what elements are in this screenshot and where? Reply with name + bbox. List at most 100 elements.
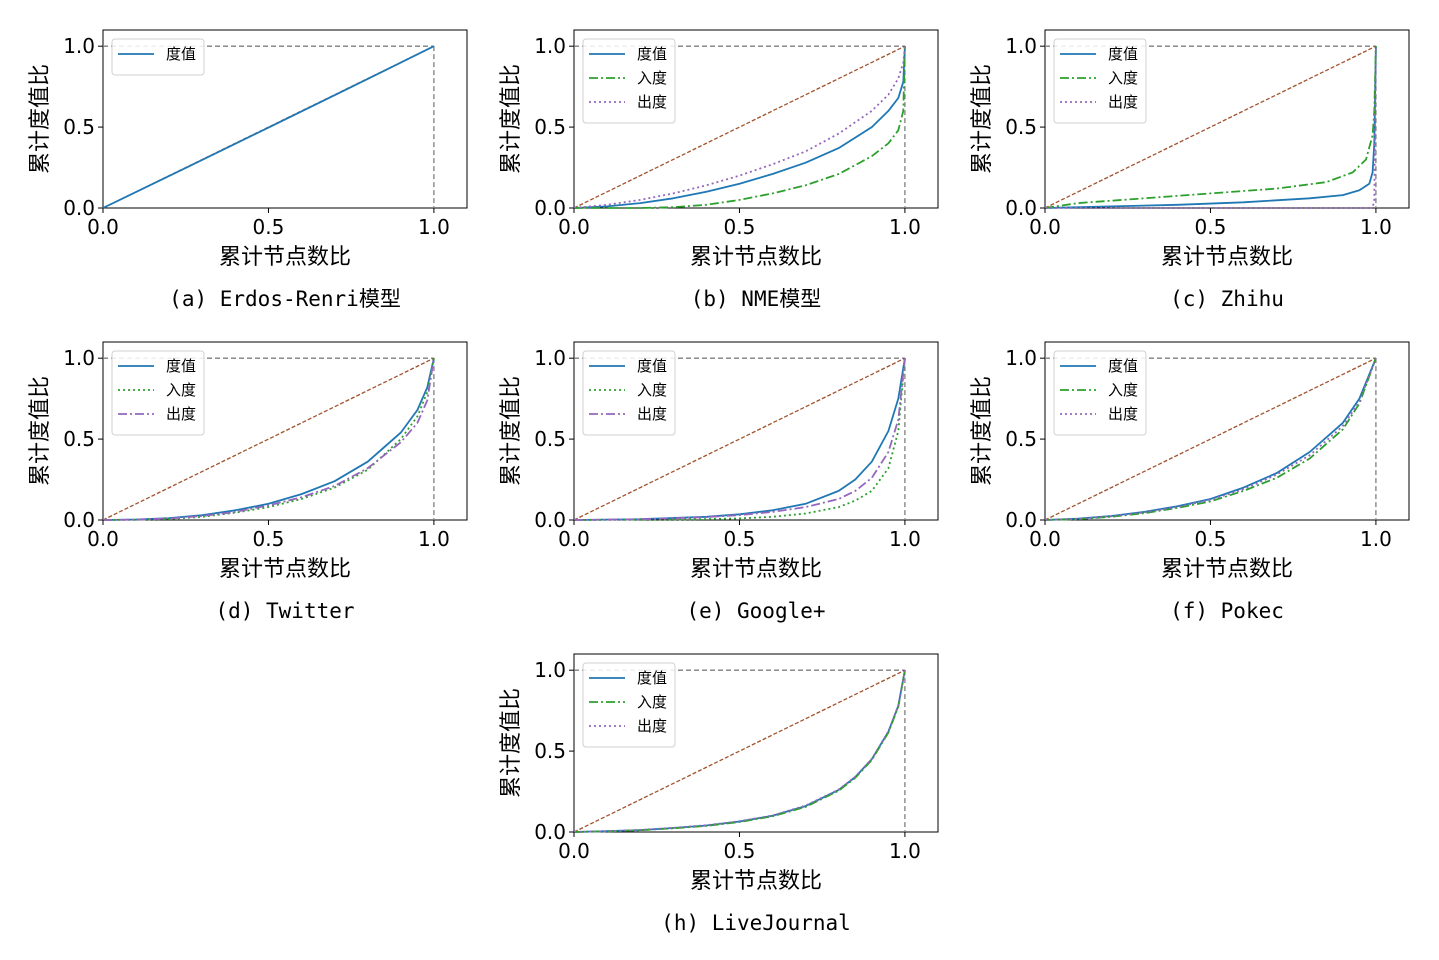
series-line-2 [573,46,906,209]
x-axis-label: 累计节点数比 [690,869,822,894]
subplot-3: 0.0 0.5 1.0 0.0 0.5 1.0 累计节点数比 累计度值比 (d) Twitter… [28,341,468,623]
x-tick-label: 0.5 [253,215,285,239]
series-line-0 [1044,46,1377,209]
series-line-2 [573,358,906,521]
subplot-1: 0.0 0.5 1.0 0.0 0.5 1.0 累计节点数比 累计度值比 (b) NME模型 度值… [499,29,939,311]
subplot-caption: (a) Erdos-Renri模型 [169,287,401,311]
x-tick-label: 1.0 [889,527,921,551]
y-tick-label: 0.5 [534,427,566,451]
y-tick-label: 0.0 [534,508,566,532]
legend-label: 度值 [166,357,196,375]
subplot-caption: (f) Pokec [1170,599,1284,623]
x-tick-label: 0.5 [724,839,756,863]
subplot-2: 0.0 0.5 1.0 0.0 0.5 1.0 累计节点数比 累计度值比 (c) Zhihu 度值… [970,29,1410,311]
x-tick-label: 0.0 [558,527,590,551]
series-line-1 [1044,46,1377,209]
x-tick-label: 1.0 [418,215,450,239]
x-tick-label: 0.0 [1029,527,1061,551]
y-axis-label: 累计度值比 [28,64,53,174]
legend-label: 度值 [1108,45,1138,63]
series-line-2 [102,358,435,521]
series-line-1 [574,46,906,209]
equality-line [102,357,435,521]
legend-label: 出度 [637,717,667,735]
y-axis-label: 累计度值比 [970,64,995,174]
x-axis-label: 累计节点数比 [1161,557,1293,582]
series-line-1 [102,358,435,521]
legend-label: 入度 [1108,69,1138,87]
series-line-2 [573,670,906,833]
subplot-caption: (b) NME模型 [691,287,822,311]
x-tick-label: 1.0 [1360,527,1392,551]
legend-label: 入度 [637,69,667,87]
equality-line [1044,357,1377,521]
y-axis-label: 累计度值比 [970,376,995,486]
y-tick-label: 0.0 [1005,196,1037,220]
x-tick-label: 1.0 [889,215,921,239]
y-tick-label: 0.5 [534,739,566,763]
legend-label: 出度 [637,405,667,423]
legend-label: 度值 [166,45,196,63]
subplot-caption: (c) Zhihu [1170,287,1284,311]
legend-label: 出度 [1108,405,1138,423]
x-tick-label: 1.0 [418,527,450,551]
x-tick-label: 0.5 [1195,527,1227,551]
x-tick-label: 0.0 [558,215,590,239]
x-axis-label: 累计节点数比 [219,557,351,582]
series-line-2 [1044,357,1377,521]
x-tick-label: 0.0 [558,839,590,863]
series-line-0 [573,46,906,209]
x-tick-label: 0.5 [724,527,756,551]
series-line-1 [573,358,906,521]
legend-label: 出度 [1108,93,1138,111]
y-tick-label: 1.0 [534,34,566,58]
y-tick-label: 0.5 [534,115,566,139]
x-tick-label: 0.5 [1195,215,1227,239]
y-tick-label: 0.0 [534,196,566,220]
y-tick-label: 0.5 [63,115,95,139]
subplot-0: 0.0 0.5 1.0 0.0 0.5 1.0 累计节点数比 累计度值比 (a) Erdos-R… [28,29,468,311]
x-tick-label: 1.0 [1360,215,1392,239]
subplot-caption: (d) Twitter [215,599,354,623]
x-axis-label: 累计节点数比 [219,245,351,270]
equality-line [1044,45,1377,209]
legend-box [111,38,205,76]
y-tick-label: 1.0 [1005,346,1037,370]
x-axis-label: 累计节点数比 [690,557,822,582]
subplot-6: 0.0 0.5 1.0 0.0 0.5 1.0 累计节点数比 累计度值比 (h) LiveJou… [499,653,939,935]
y-tick-label: 0.0 [63,196,95,220]
x-tick-label: 0.0 [87,527,119,551]
legend-label: 入度 [166,381,196,399]
series-line-0 [102,45,435,209]
y-tick-label: 0.0 [63,508,95,532]
subplot-4: 0.0 0.5 1.0 0.0 0.5 1.0 累计节点数比 累计度值比 (e) Google+… [499,341,939,623]
x-axis-label: 累计节点数比 [1161,245,1293,270]
y-axis-label: 累计度值比 [499,64,524,174]
legend-label: 入度 [1108,381,1138,399]
legend-label: 入度 [637,693,667,711]
series-line-2 [1045,46,1377,209]
subplot-caption: (h) LiveJournal [661,911,851,935]
subplot-caption: (e) Google+ [686,599,825,623]
x-tick-label: 0.0 [87,215,119,239]
equality-line [573,669,906,833]
y-tick-label: 1.0 [63,34,95,58]
y-axis-label: 累计度值比 [28,376,53,486]
x-tick-label: 1.0 [889,839,921,863]
x-axis-label: 累计节点数比 [690,245,822,270]
legend-label: 度值 [1108,357,1138,375]
x-tick-label: 0.5 [253,527,285,551]
y-tick-label: 1.0 [1005,34,1037,58]
y-tick-label: 0.5 [1005,427,1037,451]
legend-label: 出度 [166,405,196,423]
series-line-1 [1044,357,1377,521]
equality-line [573,45,906,209]
legend-label: 度值 [637,669,667,687]
y-tick-label: 0.0 [1005,508,1037,532]
y-tick-label: 1.0 [534,346,566,370]
equality-line [573,357,906,521]
legend-label: 度值 [637,357,667,375]
y-tick-label: 1.0 [534,658,566,682]
x-tick-label: 0.0 [1029,215,1061,239]
